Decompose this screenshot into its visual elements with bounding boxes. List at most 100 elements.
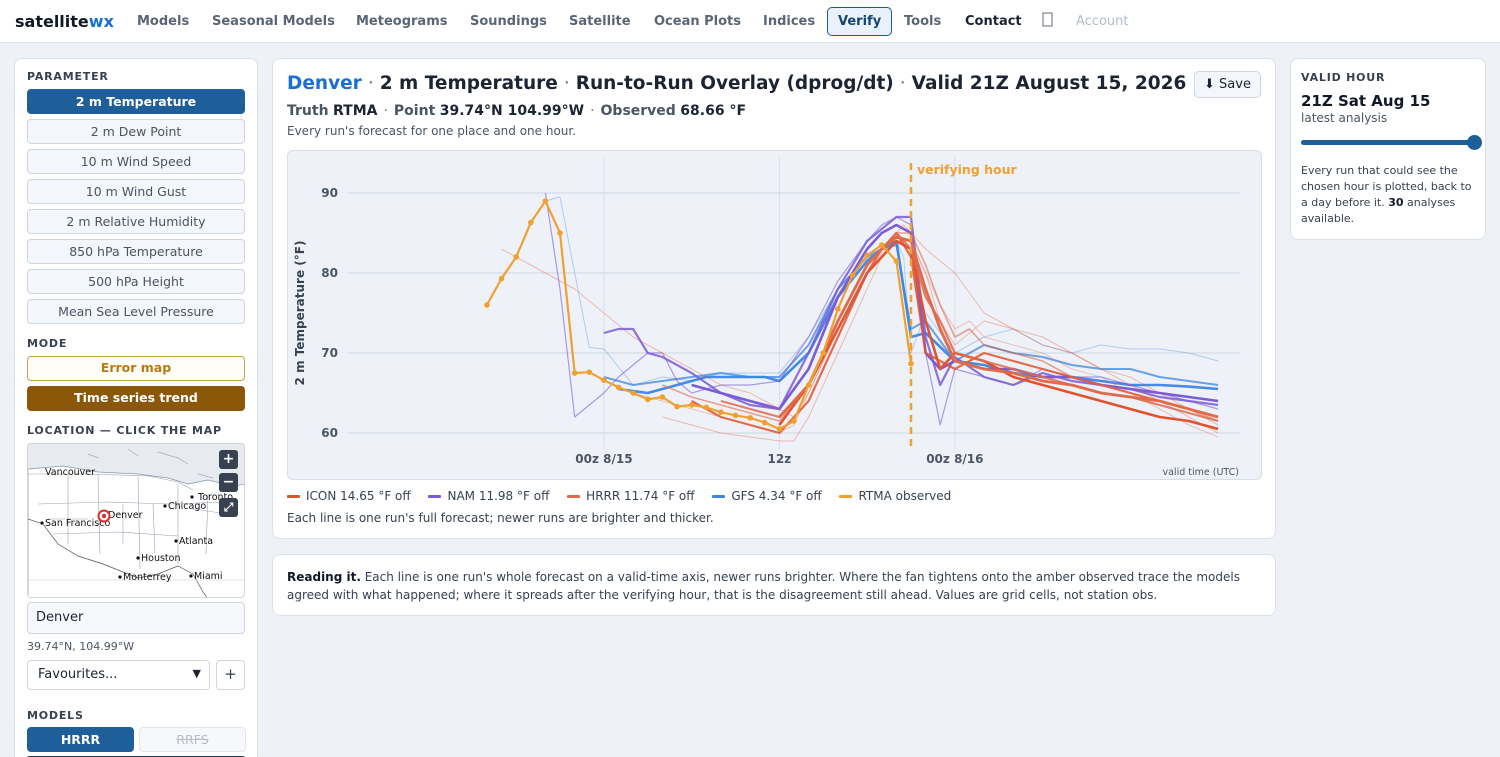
map-label-miami: Miami (194, 571, 223, 582)
legend-label: ICON 14.65 °F off (306, 489, 411, 503)
favourites-label: Favourites... (38, 667, 118, 682)
observed-point (791, 418, 797, 424)
chevron-down-icon: ▼ (192, 667, 201, 680)
legend-label: HRRR 11.74 °F off (586, 489, 695, 503)
param-mslp[interactable]: Mean Sea Level Pressure (27, 299, 245, 324)
valid-hour-note: Every run that could see the chosen hour… (1301, 163, 1481, 227)
param-10m-wind-speed[interactable]: 10 m Wind Speed (27, 149, 245, 174)
nav-satellite[interactable]: Satellite (569, 14, 631, 29)
mode-error-map[interactable]: Error map (27, 356, 245, 381)
param-2m-temperature[interactable]: 2 m Temperature (27, 89, 245, 114)
observed-point (527, 219, 534, 226)
nav-ocean-plots[interactable]: Ocean Plots (654, 14, 741, 29)
truth-label: Truth (287, 103, 329, 119)
legend-item-hrrr[interactable]: HRRR 11.74 °F off (567, 489, 695, 503)
zoom-out-button[interactable]: − (219, 473, 238, 492)
mode-time-series-trend[interactable]: Time series trend (27, 386, 245, 411)
param-500hpa-height[interactable]: 500 hPa Height (27, 269, 245, 294)
observed-value: 68.66 °F (680, 103, 747, 119)
fullscreen-icon[interactable]: ⤢ (219, 498, 238, 517)
map-label-vancouver: Vancouver (45, 467, 95, 478)
valid-hour-note-tail: analyses available. (1301, 196, 1456, 225)
nav-models[interactable]: Models (137, 14, 190, 29)
legend-item-rtma[interactable]: RTMA observed (839, 489, 951, 503)
save-button[interactable]: ⬇ Save (1194, 71, 1261, 98)
map-label-san-francisco: San Francisco (45, 518, 110, 529)
nav-verify[interactable]: Verify (827, 7, 893, 36)
nav-tools[interactable]: Tools (904, 14, 942, 29)
observed-point (820, 350, 827, 356)
observed-point (908, 360, 914, 367)
chart-subtitle: Truth RTMA · Point 39.74°N 104.99°W · Observ… (287, 103, 747, 119)
observed-point (571, 370, 578, 376)
page-title: Denver · 2 m Temperature · Run-to-Run Overla… (287, 73, 1187, 94)
observed-point (557, 230, 563, 236)
location-marker-icon (97, 509, 111, 523)
chart-svg: 60 70 80 90 00z 8/15 12z 00z 8/16 2 m Temperatu… (293, 157, 1240, 478)
legend-item-nam[interactable]: NAM 11.98 °F off (428, 489, 549, 503)
map-canvas[interactable]: Vancouver Toronto Chicago Denver San Fra… (28, 444, 245, 598)
location-map[interactable]: Vancouver Toronto Chicago Denver San Fra… (27, 443, 245, 598)
param-2m-dew-point[interactable]: 2 m Dew Point (27, 119, 245, 144)
brand-logo[interactable]: satellitewx (15, 12, 114, 31)
favourites-select[interactable]: Favourites... ▼ (27, 660, 210, 690)
analyses-count: 30 (1388, 196, 1404, 209)
nav-contact[interactable]: Contact (965, 14, 1022, 29)
slider-fill (1301, 140, 1475, 145)
observed-point (864, 252, 870, 259)
observed-point (630, 390, 636, 396)
valid-hour-heading: VALID HOUR (1301, 71, 1386, 84)
observed-point (703, 404, 710, 411)
dark-mode-icon[interactable] (1042, 12, 1054, 32)
observed-point (805, 382, 812, 388)
legend-label: NAM 11.98 °F off (447, 489, 550, 503)
nav-soundings[interactable]: Soundings (470, 14, 547, 29)
x-tick-label: 00z 8/16 (926, 452, 983, 466)
observed-point (732, 412, 739, 419)
param-2m-relative-humidity[interactable]: 2 m Relative Humidity (27, 209, 245, 234)
observed-point (776, 426, 783, 432)
zoom-in-button[interactable]: + (219, 450, 238, 469)
map-label-houston: Houston (141, 553, 180, 564)
param-10m-wind-gust[interactable]: 10 m Wind Gust (27, 179, 245, 204)
observed-point (674, 403, 680, 410)
map-label-chicago: Chicago (168, 501, 206, 512)
location-search-input[interactable]: Denver (27, 602, 245, 634)
mode-heading: MODE (27, 337, 68, 350)
location-coords: 39.74°N, 104.99°W (27, 640, 135, 653)
forecast-run-line-hrrr (778, 235, 1219, 419)
observed-point (513, 254, 519, 260)
y-tick-label: 60 (321, 426, 338, 440)
top-nav: satellitewx Models Seasonal Models Meteo… (0, 0, 1500, 43)
forecast-run-line-hrrr (632, 240, 1219, 438)
y-tick-label: 70 (321, 346, 338, 360)
observed-point (747, 415, 753, 421)
legend-swatch-rtma (839, 495, 853, 498)
brand-name: satellite (15, 12, 89, 31)
y-axis-label: 2 m Temperature (°F) (293, 241, 307, 386)
legend-item-icon[interactable]: ICON 14.65 °F off (287, 489, 411, 503)
valid-hour-slider[interactable] (1301, 135, 1482, 150)
slider-thumb[interactable] (1467, 135, 1482, 150)
chart-panel: Denver · 2 m Temperature · Run-to-Run Overla… (272, 58, 1276, 539)
nav-seasonal-models[interactable]: Seasonal Models (212, 14, 335, 29)
model-rrfs-button[interactable]: RRFS (139, 727, 246, 752)
legend-swatch-icon (287, 495, 300, 498)
legend-item-gfs[interactable]: GFS 4.34 °F off (712, 489, 822, 503)
add-favourite-button[interactable]: + (216, 660, 245, 690)
point-value: 39.74°N 104.99°W (439, 103, 585, 119)
model-hrrr-button[interactable]: HRRR (27, 727, 134, 752)
param-850hpa-temperature[interactable]: 850 hPa Temperature (27, 239, 245, 264)
nav-account[interactable]: Account (1076, 14, 1129, 29)
chart-description: Every run's forecast for one place and o… (287, 124, 577, 138)
valid-hour-value: 21Z Sat Aug 15 (1301, 92, 1431, 110)
reading-lead: Reading it. (287, 570, 361, 584)
nav-indices[interactable]: Indices (763, 14, 816, 29)
forecast-run-line-gfs (618, 239, 1219, 395)
observed-point (688, 402, 695, 408)
nav-meteograms[interactable]: Meteograms (356, 14, 448, 29)
legend-note: Each line is one run's full forecast; ne… (287, 511, 714, 525)
map-label-toronto: Toronto (197, 492, 233, 503)
map-label-denver: Denver (108, 510, 143, 521)
location-heading: LOCATION — CLICK THE MAP (27, 424, 222, 437)
